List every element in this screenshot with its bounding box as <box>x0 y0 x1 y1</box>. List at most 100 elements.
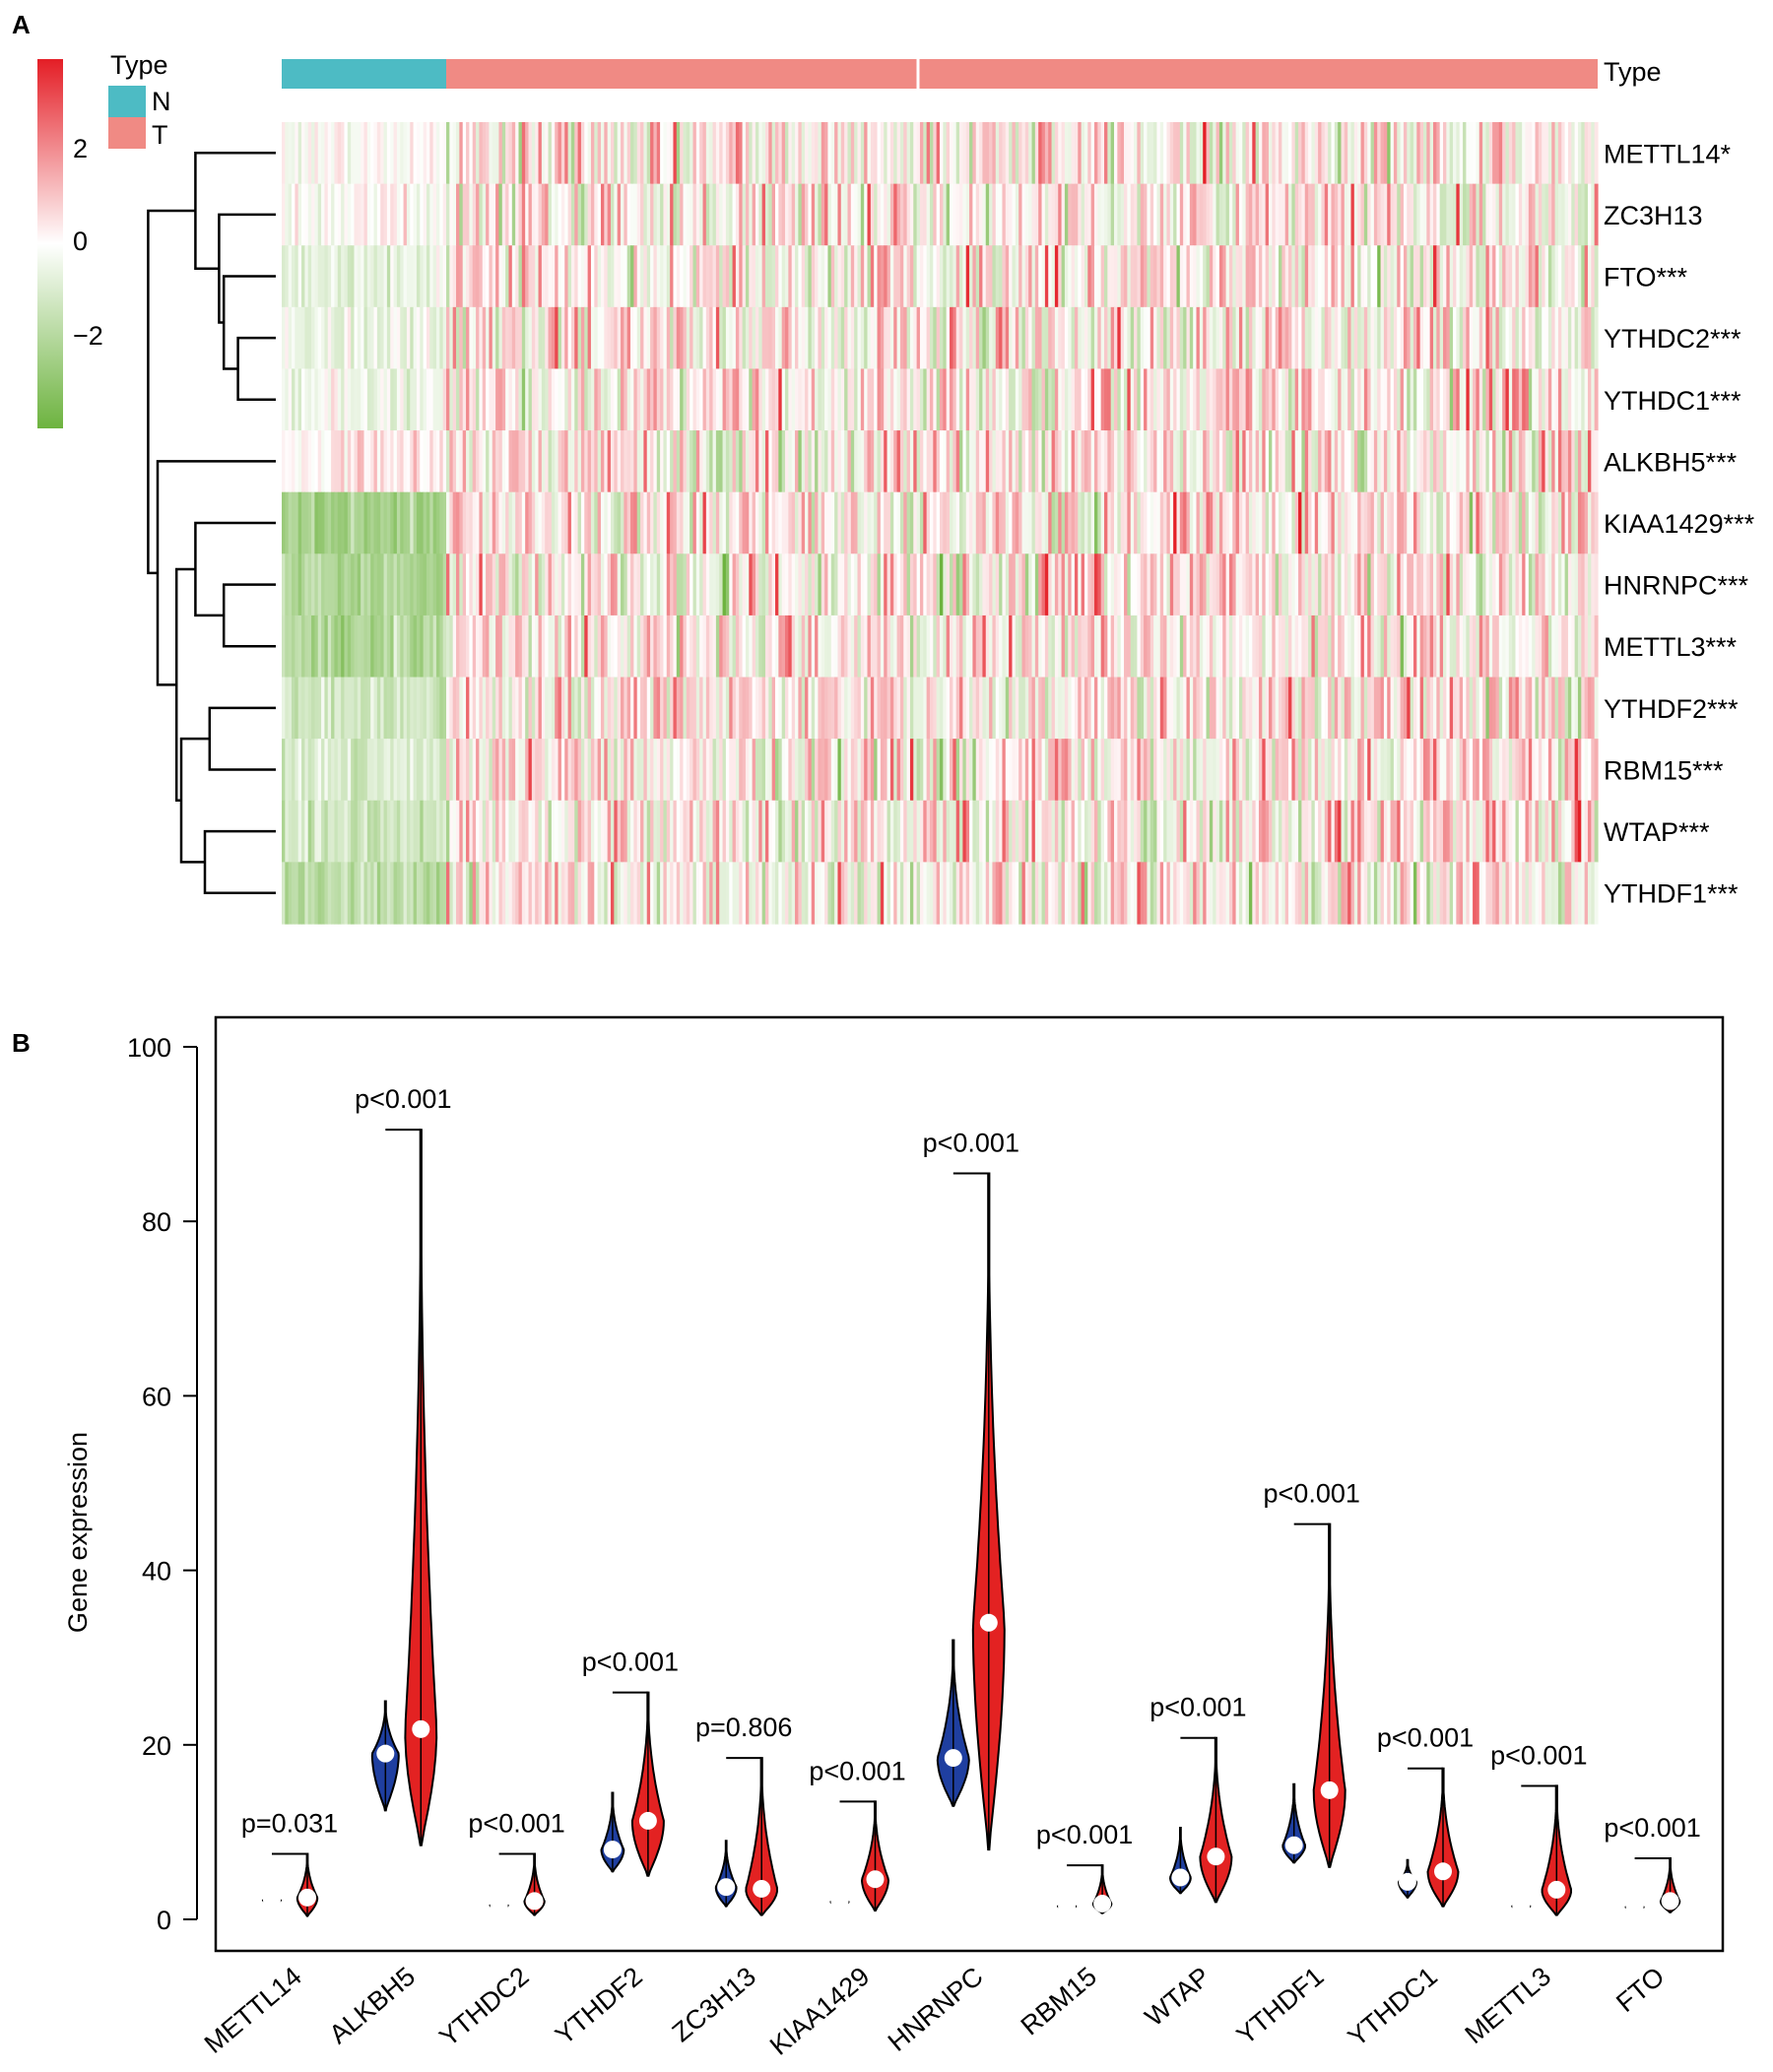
heatmap-cell <box>604 677 609 740</box>
heatmap-cell <box>1206 800 1211 863</box>
heatmap-cell <box>1166 122 1171 185</box>
heatmap-cell <box>1235 615 1240 679</box>
heatmap-cell <box>1193 122 1198 185</box>
heatmap-cell <box>1169 491 1174 554</box>
heatmap-cell <box>1528 739 1533 802</box>
heatmap-cell <box>732 122 737 185</box>
heatmap-cell <box>1034 430 1039 493</box>
heatmap-cell <box>1476 615 1480 679</box>
heatmap-cell <box>1324 306 1329 370</box>
heatmap-cell <box>511 430 516 493</box>
heatmap-cell <box>1279 739 1282 802</box>
heatmap-cell <box>1542 491 1546 554</box>
heatmap-cell <box>695 430 700 493</box>
heatmap-cell <box>1213 245 1217 308</box>
heatmap-cell <box>801 430 806 493</box>
heatmap-cell <box>940 183 944 246</box>
heatmap-cell <box>1538 677 1543 740</box>
heatmap-cell <box>1189 553 1194 616</box>
heatmap-cell <box>719 739 724 802</box>
heatmap-cell <box>893 183 898 246</box>
heatmap-cell <box>1272 245 1277 308</box>
heatmap-cell <box>735 245 740 308</box>
heatmap-cell <box>1561 615 1566 679</box>
heatmap-cell <box>432 739 437 802</box>
heatmap-cell <box>666 739 671 802</box>
heatmap-cell <box>725 245 730 308</box>
heatmap-cell <box>423 800 427 863</box>
heatmap-cell <box>867 553 872 616</box>
heatmap-cell <box>1279 122 1282 185</box>
heatmap-cell <box>1488 677 1493 740</box>
heatmap-cell <box>1041 553 1046 616</box>
heatmap-cell <box>292 800 296 863</box>
heatmap-cell <box>1104 615 1108 679</box>
heatmap-cell <box>1206 615 1211 679</box>
heatmap-cell <box>597 862 602 925</box>
heatmap-cell <box>285 368 290 431</box>
heatmap-cell <box>564 739 569 802</box>
heatmap-cell <box>1321 800 1326 863</box>
heatmap-cell <box>1551 739 1556 802</box>
heatmap-cell <box>1199 306 1204 370</box>
heatmap-cell <box>749 862 754 925</box>
heatmap-cell <box>617 368 622 431</box>
heatmap-cell <box>834 615 839 679</box>
heatmap-cell <box>1265 800 1270 863</box>
heatmap-cell <box>1412 677 1417 740</box>
heatmap-cell <box>1021 491 1026 554</box>
heatmap-cell <box>1279 306 1282 370</box>
heatmap-cell <box>1203 430 1208 493</box>
heatmap-cell <box>791 615 796 679</box>
heatmap-cell <box>1377 183 1382 246</box>
heatmap-cell <box>732 800 737 863</box>
heatmap-cell <box>580 183 585 246</box>
heatmap-cell <box>867 491 872 554</box>
heatmap-cell <box>297 677 302 740</box>
heatmap-cell <box>492 739 496 802</box>
heatmap-cell <box>1518 368 1523 431</box>
heatmap-cell <box>331 306 336 370</box>
heatmap-cell <box>1130 553 1135 616</box>
heatmap-cell <box>683 245 688 308</box>
heatmap-cell <box>650 245 655 308</box>
heatmap-cell <box>827 739 832 802</box>
heatmap-cell <box>435 368 440 431</box>
heatmap-cell <box>1393 122 1398 185</box>
heatmap-cell <box>673 491 678 554</box>
heatmap-cell <box>1397 553 1402 616</box>
heatmap-cell <box>1561 245 1566 308</box>
heatmap-cell <box>874 677 879 740</box>
heatmap-cell <box>1547 430 1552 493</box>
heatmap-cell <box>1269 800 1273 863</box>
heatmap-cell <box>896 245 901 308</box>
heatmap-cell <box>452 122 457 185</box>
heatmap-cell <box>1281 677 1286 740</box>
heatmap-cell <box>1002 615 1007 679</box>
heatmap-cell <box>1090 368 1095 431</box>
heatmap-cell <box>1018 491 1023 554</box>
heatmap-cell <box>476 430 480 493</box>
heatmap-cell <box>695 553 700 616</box>
heatmap-cell <box>979 615 984 679</box>
heatmap-cell <box>775 491 779 554</box>
heatmap-cell <box>528 368 533 431</box>
heatmap-cell <box>1557 245 1562 308</box>
heatmap-cell <box>1591 800 1596 863</box>
heatmap-cell <box>758 245 763 308</box>
heatmap-cell <box>380 491 385 554</box>
heatmap-cell <box>972 122 977 185</box>
heatmap-cell <box>416 615 421 679</box>
heatmap-cell <box>690 677 694 740</box>
heatmap-cell <box>749 306 754 370</box>
heatmap-cell <box>995 739 1000 802</box>
heatmap-cell <box>410 245 415 308</box>
heatmap-cell <box>1473 368 1478 431</box>
heatmap-cell <box>1334 800 1339 863</box>
heatmap-cell <box>952 491 957 554</box>
heatmap-cell <box>1449 122 1454 185</box>
heatmap-cell <box>1502 615 1507 679</box>
heatmap-cell <box>768 739 773 802</box>
heatmap-cell <box>1189 245 1194 308</box>
heatmap-cell <box>775 430 779 493</box>
